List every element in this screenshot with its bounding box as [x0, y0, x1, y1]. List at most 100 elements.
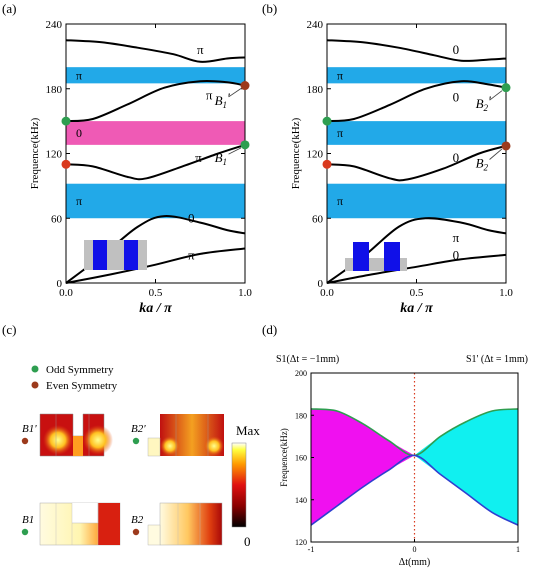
b-curve-label-3: π [453, 230, 460, 245]
panel-label-b: (b) [262, 1, 277, 16]
mode-label-b2: B2 [131, 514, 144, 526]
b-annotation-1: B2 [476, 156, 489, 173]
a-band-1 [66, 121, 245, 145]
field-map-b1-prime [39, 413, 113, 457]
b-band-label-0: π [337, 68, 343, 82]
mode-dot-b1 [21, 528, 29, 536]
legend-even-dot [31, 381, 39, 389]
panel-label-d: (d) [262, 322, 277, 337]
b-xtick-label-0: 0.0 [320, 287, 334, 299]
a-band-curve-0 [65, 247, 246, 284]
a-ytick-label-0: 0 [57, 278, 63, 290]
b-ytick-label-4: 240 [307, 19, 324, 31]
b-marker-3 [501, 141, 511, 151]
a-xlabel: ka / π [139, 301, 172, 316]
b-ytick-label-2: 120 [307, 149, 324, 161]
b-band-label-2: π [337, 194, 343, 208]
b-band-curve-2 [326, 144, 507, 182]
d-ytick-label-2: 160 [295, 454, 307, 463]
colorbar-max-label: Max [236, 423, 260, 438]
b-band-0 [327, 67, 506, 84]
a-ytick-label-2: 120 [46, 149, 63, 161]
panel-label-c: (c) [2, 322, 16, 337]
mode-dot-b2 [132, 528, 140, 536]
b-ytick-label-1: 60 [312, 213, 324, 225]
d-xtick-label-2: 1 [516, 545, 520, 554]
a-marker-1 [61, 159, 71, 169]
a-ytick-label-4: 240 [46, 19, 63, 31]
b-band-2 [327, 183, 506, 219]
a-xtick-label-0: 0.0 [59, 287, 73, 299]
panel-d-right-caption: S1' (Δt = 1mm) [466, 354, 528, 365]
a-curve-label-3: 0 [188, 211, 195, 226]
panel-label-a: (a) [2, 1, 16, 16]
b-curve-label-4: 0 [453, 247, 460, 262]
a-annotation-0: B1' [215, 90, 230, 110]
b-curve-label-0: 0 [453, 42, 460, 57]
d-fill-1 [414, 408, 518, 526]
d-xlabel: Δt(mm) [399, 557, 430, 568]
a-curve-label-0: π [197, 42, 204, 57]
b-marker-2 [501, 83, 511, 93]
d-xtick-label-1: 0 [413, 545, 417, 554]
a-band-curve-4 [65, 39, 246, 63]
b-ytick-label-0: 0 [318, 278, 324, 290]
a-xtick-label-2: 1.0 [238, 287, 252, 299]
legend-odd-dot [31, 365, 39, 373]
b-band-1 [327, 121, 506, 145]
a-curve-label-1: π [206, 88, 213, 103]
a-band-curve-3 [65, 79, 246, 123]
a-band-label-0: π [76, 68, 82, 82]
d-series-1 [310, 454, 519, 526]
a-annotation-arrow-1 [228, 147, 242, 155]
b-xtick-label-1: 0.5 [410, 287, 424, 299]
mode-dot-b2-prime [132, 437, 140, 445]
a-band-2 [66, 183, 245, 219]
d-ytick-label-0: 120 [295, 538, 307, 547]
panel-b-unit-cell-inset [345, 242, 407, 271]
panel-a-chart: π 0 π 0 60 120 180 240 0.0 0.5 1.0 ka / π Frequence(… [29, 19, 252, 316]
mode-label-b1-prime: B1' [22, 423, 37, 435]
b-ytick-label-3: 180 [307, 84, 324, 96]
d-xtick-label-0: -1 [308, 545, 315, 554]
legend-even-label: Even Symmetry [46, 380, 118, 392]
field-map-b2 [147, 502, 223, 546]
a-marker-0 [61, 116, 71, 126]
a-marker-3 [240, 140, 250, 150]
b-annotation-0: B2' [476, 93, 491, 113]
a-band-curve-2 [65, 143, 246, 181]
b-curve-label-1: 0 [453, 90, 460, 105]
b-band-curve-4 [326, 39, 507, 62]
a-curve-label-4: π [188, 247, 195, 262]
panel-b-chart: π π π 0 60 120 180 240 0.0 0.5 1.0 ka / π Frequence(… [290, 19, 513, 316]
a-xtick-label-1: 0.5 [149, 287, 163, 299]
legend-odd-label: Odd Symmetry [46, 364, 114, 376]
mode-label-b1: B1 [22, 514, 34, 526]
b-annotation-arrow-0 [489, 90, 503, 101]
a-marker-2 [240, 81, 250, 91]
a-band-label-2: π [76, 194, 82, 208]
a-ytick-label-1: 60 [51, 213, 63, 225]
d-ytick-label-1: 140 [295, 496, 307, 505]
panel-d-left-caption: S1(Δt = −1mm) [276, 354, 339, 365]
b-ylabel: Frequence(kHz) [290, 117, 302, 189]
a-band-0 [66, 67, 245, 84]
d-fill-0 [311, 408, 415, 526]
a-annotation-1: B1 [215, 150, 227, 167]
colorbar-min-label: 0 [244, 534, 251, 549]
d-ytick-label-4: 200 [295, 369, 307, 378]
b-xtick-label-2: 1.0 [499, 287, 513, 299]
panel-d-chart: 120 140 160 180 200 -1 0 1 Δt(mm) Frequence(kHz) [279, 369, 520, 568]
a-curve-label-2: π [195, 150, 202, 165]
a-annotation-arrow-0 [228, 88, 242, 98]
b-curve-label-2: 0 [453, 150, 460, 165]
panel-a-unit-cell-inset [84, 240, 147, 270]
b-marker-1 [322, 159, 332, 169]
b-marker-0 [322, 116, 332, 126]
panel-c-mode-fields: Odd Symmetry Even Symmetry [21, 364, 260, 549]
a-ylabel: Frequence(kHz) [29, 117, 41, 189]
d-ylabel: Frequence(kHz) [279, 428, 289, 486]
mode-label-b2-prime: B2' [131, 423, 146, 435]
field-map-b2-prime [147, 414, 224, 457]
